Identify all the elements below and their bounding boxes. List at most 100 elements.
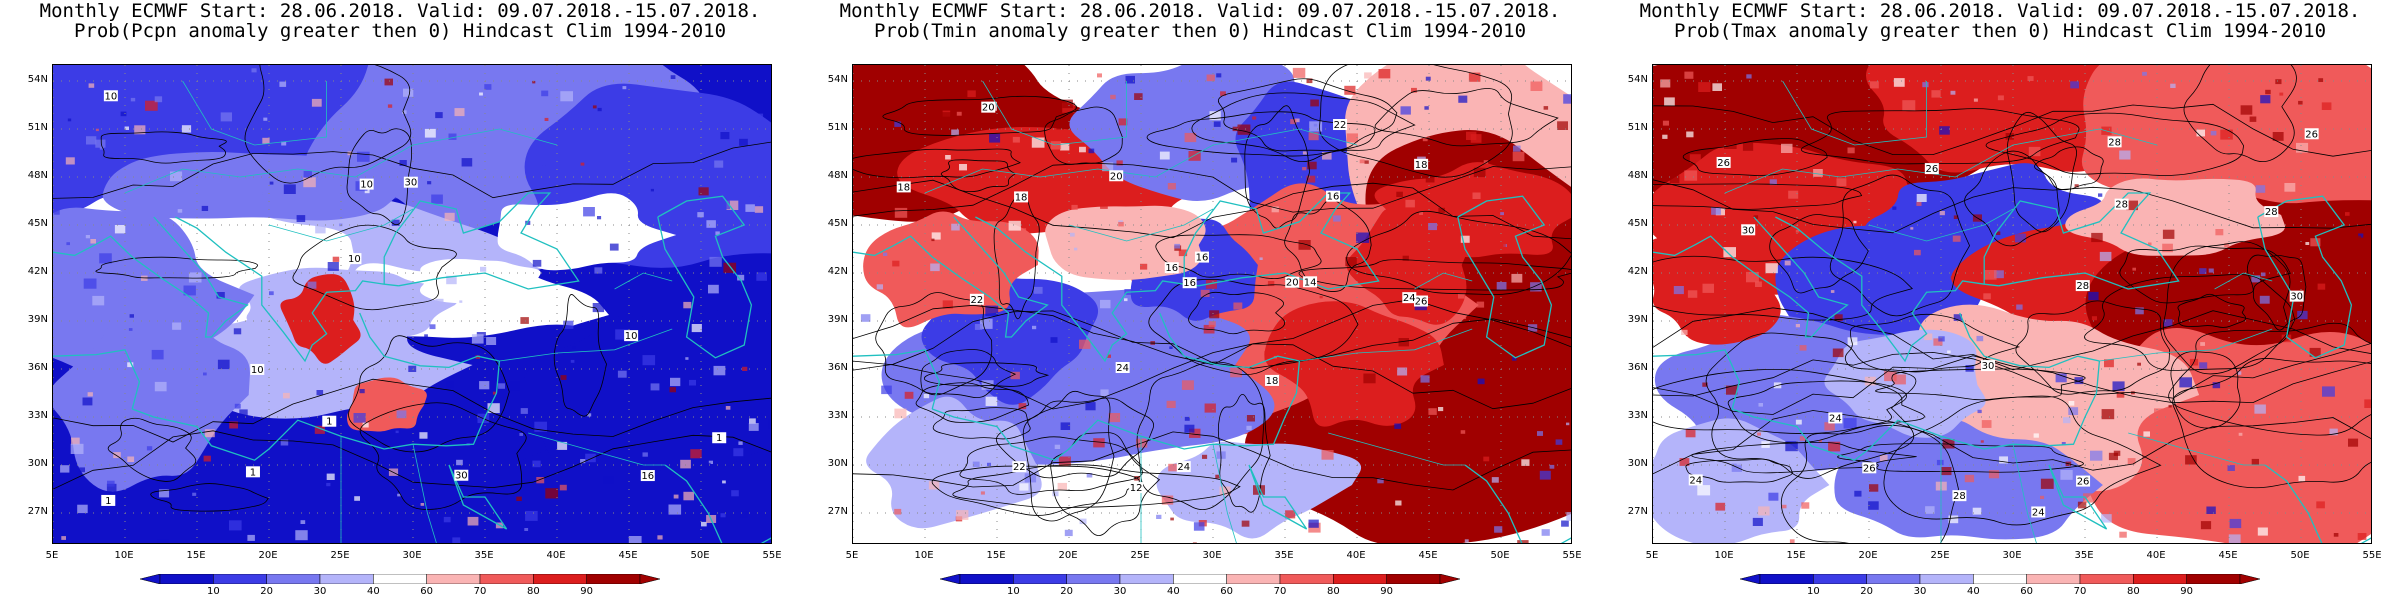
field-speckle (262, 137, 270, 144)
field-speckle (2254, 404, 2266, 414)
colorbar (1740, 574, 2260, 584)
field-speckle (1233, 302, 1243, 310)
colorbar-swatch (1973, 574, 2027, 584)
field-speckle (334, 222, 339, 226)
border-line (982, 80, 1127, 146)
field-speckle (359, 389, 365, 394)
field-speckle (1056, 123, 1064, 130)
field-speckle (1686, 131, 1694, 138)
field-speckle (229, 520, 242, 531)
field-speckle (1402, 255, 1409, 261)
field-speckle (698, 187, 709, 196)
field-speckle (516, 496, 522, 501)
field-speckle (1511, 273, 1523, 283)
latitude-tick-label: 45N (1627, 218, 1648, 229)
field-speckle (1319, 295, 1323, 299)
field-speckle (2070, 81, 2079, 89)
field-speckle (1925, 506, 1935, 514)
field-speckle (2068, 407, 2079, 415)
field-speckle (2309, 347, 2321, 357)
field-speckle (146, 446, 153, 451)
field-speckle (1922, 82, 1929, 88)
border-line (528, 432, 665, 466)
field-speckle (247, 534, 255, 541)
field-speckle (669, 387, 676, 393)
field-speckle (2305, 242, 2310, 245)
contour-label: 26 (2304, 128, 2319, 140)
field-speckle (720, 513, 726, 518)
field-speckle (725, 406, 731, 410)
colorbar-tick-label: 60 (2020, 586, 2034, 597)
contour-label-text: 30 (404, 178, 417, 189)
border-line (2012, 444, 2037, 543)
colorbar-tick-label: 40 (1966, 586, 1980, 597)
field-speckle (951, 223, 960, 231)
field-speckle (650, 188, 654, 192)
border-line (1414, 272, 1473, 290)
border-line (2214, 272, 2273, 290)
field-speckle (1166, 400, 1176, 408)
field-speckle (448, 133, 457, 140)
field-speckle (2197, 407, 2205, 414)
field-speckle (2162, 229, 2175, 239)
border-line (924, 128, 1358, 194)
field-speckle (151, 349, 164, 360)
latitude-tick-label: 45N (27, 218, 48, 229)
field-speckle (1106, 354, 1111, 358)
contour-label: 26 (2076, 475, 2091, 488)
colorbar-tick-label: 20 (1860, 586, 1874, 597)
field-speckle (860, 314, 871, 322)
contour (1374, 88, 1559, 147)
field-speckle (1230, 367, 1242, 378)
field-speckle (770, 361, 771, 366)
contour (882, 95, 1078, 136)
field-speckle (1669, 175, 1680, 184)
field-speckle (2088, 291, 2099, 301)
field-speckle (980, 491, 985, 495)
coastline (383, 192, 580, 290)
field-speckle (480, 266, 487, 272)
field-speckle (738, 242, 745, 247)
field-speckle (2179, 377, 2192, 388)
field-speckle (1782, 504, 1787, 509)
field-speckle (486, 337, 497, 345)
coastlines (53, 80, 771, 543)
field-speckle (2238, 432, 2243, 436)
field-speckle (296, 215, 306, 222)
field-speckle (1832, 348, 1844, 358)
colorbar-tick-label: 40 (366, 586, 380, 597)
contour-label: 10 (624, 330, 639, 342)
field-speckle (2206, 506, 2216, 514)
field-speckle (127, 362, 134, 368)
field-speckle (2228, 534, 2241, 543)
field-speckle (300, 520, 306, 524)
field-speckle (1298, 240, 1311, 250)
field-speckle (70, 443, 84, 454)
field-speckle (1660, 79, 1671, 88)
contour-label-text: 26 (1863, 463, 1876, 474)
field-speckle (1760, 171, 1765, 175)
field-speckle (536, 477, 545, 484)
field-speckle (262, 227, 268, 232)
field-speckle (1561, 520, 1569, 527)
coastline (1653, 216, 1849, 338)
longitude-tick-label: 20E (1058, 550, 1078, 561)
longitude-tick-label: 15E (1786, 550, 1806, 561)
field-speckle (113, 452, 121, 459)
field-speckle (1769, 179, 1777, 186)
field-speckle (395, 430, 399, 434)
contour (1653, 368, 1925, 434)
field-speckle (1460, 430, 1466, 434)
contour-label-text: 24 (1403, 293, 1416, 304)
field-speckle (2272, 132, 2284, 141)
contour (553, 294, 607, 417)
field-speckle (1302, 151, 1307, 155)
field-speckle (1494, 526, 1503, 533)
field-speckle (1924, 333, 1933, 341)
coastline (1159, 312, 1300, 369)
field-speckle (894, 408, 907, 419)
contour-label: 12 (1129, 482, 1144, 494)
contour (915, 382, 1030, 423)
field-speckle (520, 317, 529, 324)
field-speckle (188, 272, 202, 283)
